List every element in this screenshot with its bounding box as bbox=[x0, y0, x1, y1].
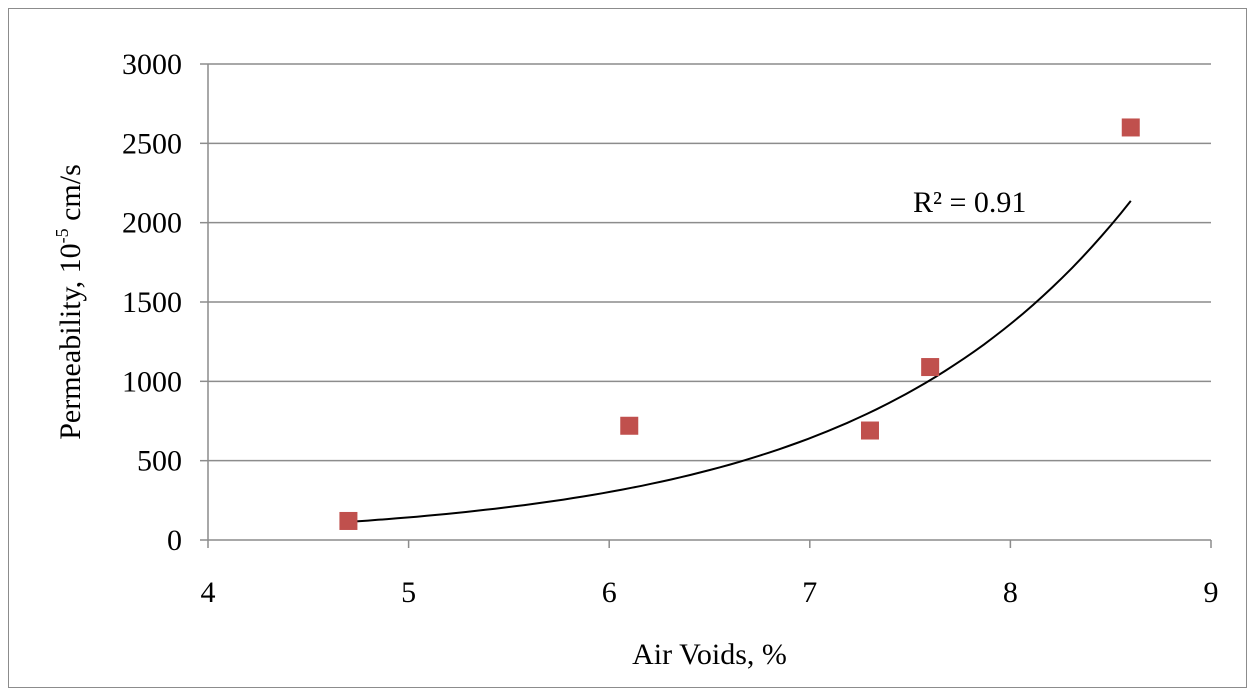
chart-svg: 0 500 1000 1500 2000 2500 3000 4 5 6 7 8 9 R² = 0.9… bbox=[52, 48, 1219, 671]
r-squared-label: R² = 0.91 bbox=[913, 186, 1026, 219]
x-tick-label-7: 7 bbox=[802, 576, 817, 609]
x-tick-labels: 4 5 6 7 8 9 bbox=[201, 576, 1219, 609]
y-tick-label-500: 500 bbox=[137, 445, 182, 478]
trendline bbox=[348, 200, 1132, 523]
y-tick-labels: 0 500 1000 1500 2000 2500 3000 bbox=[122, 48, 182, 557]
x-tick-label-6: 6 bbox=[602, 576, 617, 609]
data-point bbox=[860, 421, 879, 440]
y-axis-title-unit: cm/s bbox=[54, 164, 87, 228]
y-axis-title-main: Permeability, 10 bbox=[54, 243, 87, 439]
x-tick-label-4: 4 bbox=[201, 576, 216, 609]
gridlines bbox=[200, 63, 1211, 541]
y-tick-label-3000: 3000 bbox=[122, 48, 182, 81]
axes bbox=[207, 64, 1212, 548]
data-point bbox=[620, 416, 639, 435]
y-tick-label-2000: 2000 bbox=[122, 207, 182, 240]
data-point bbox=[339, 511, 358, 530]
y-axis-title: Permeability, 10-5 cm/s bbox=[52, 164, 87, 440]
x-tick-label-5: 5 bbox=[401, 576, 416, 609]
y-tick-label-0: 0 bbox=[167, 524, 182, 557]
y-tick-label-1500: 1500 bbox=[122, 286, 182, 319]
data-point bbox=[1121, 118, 1140, 137]
x-axis-title: Air Voids, % bbox=[632, 638, 787, 671]
x-tick-label-9: 9 bbox=[1204, 576, 1219, 609]
y-tick-label-2500: 2500 bbox=[122, 127, 182, 160]
data-point bbox=[921, 358, 940, 377]
x-tick-label-8: 8 bbox=[1003, 576, 1018, 609]
y-tick-label-1000: 1000 bbox=[122, 365, 182, 398]
chart-frame bbox=[8, 8, 1247, 688]
y-axis-title-superscript: -5 bbox=[52, 228, 72, 243]
data-points bbox=[339, 118, 1140, 530]
